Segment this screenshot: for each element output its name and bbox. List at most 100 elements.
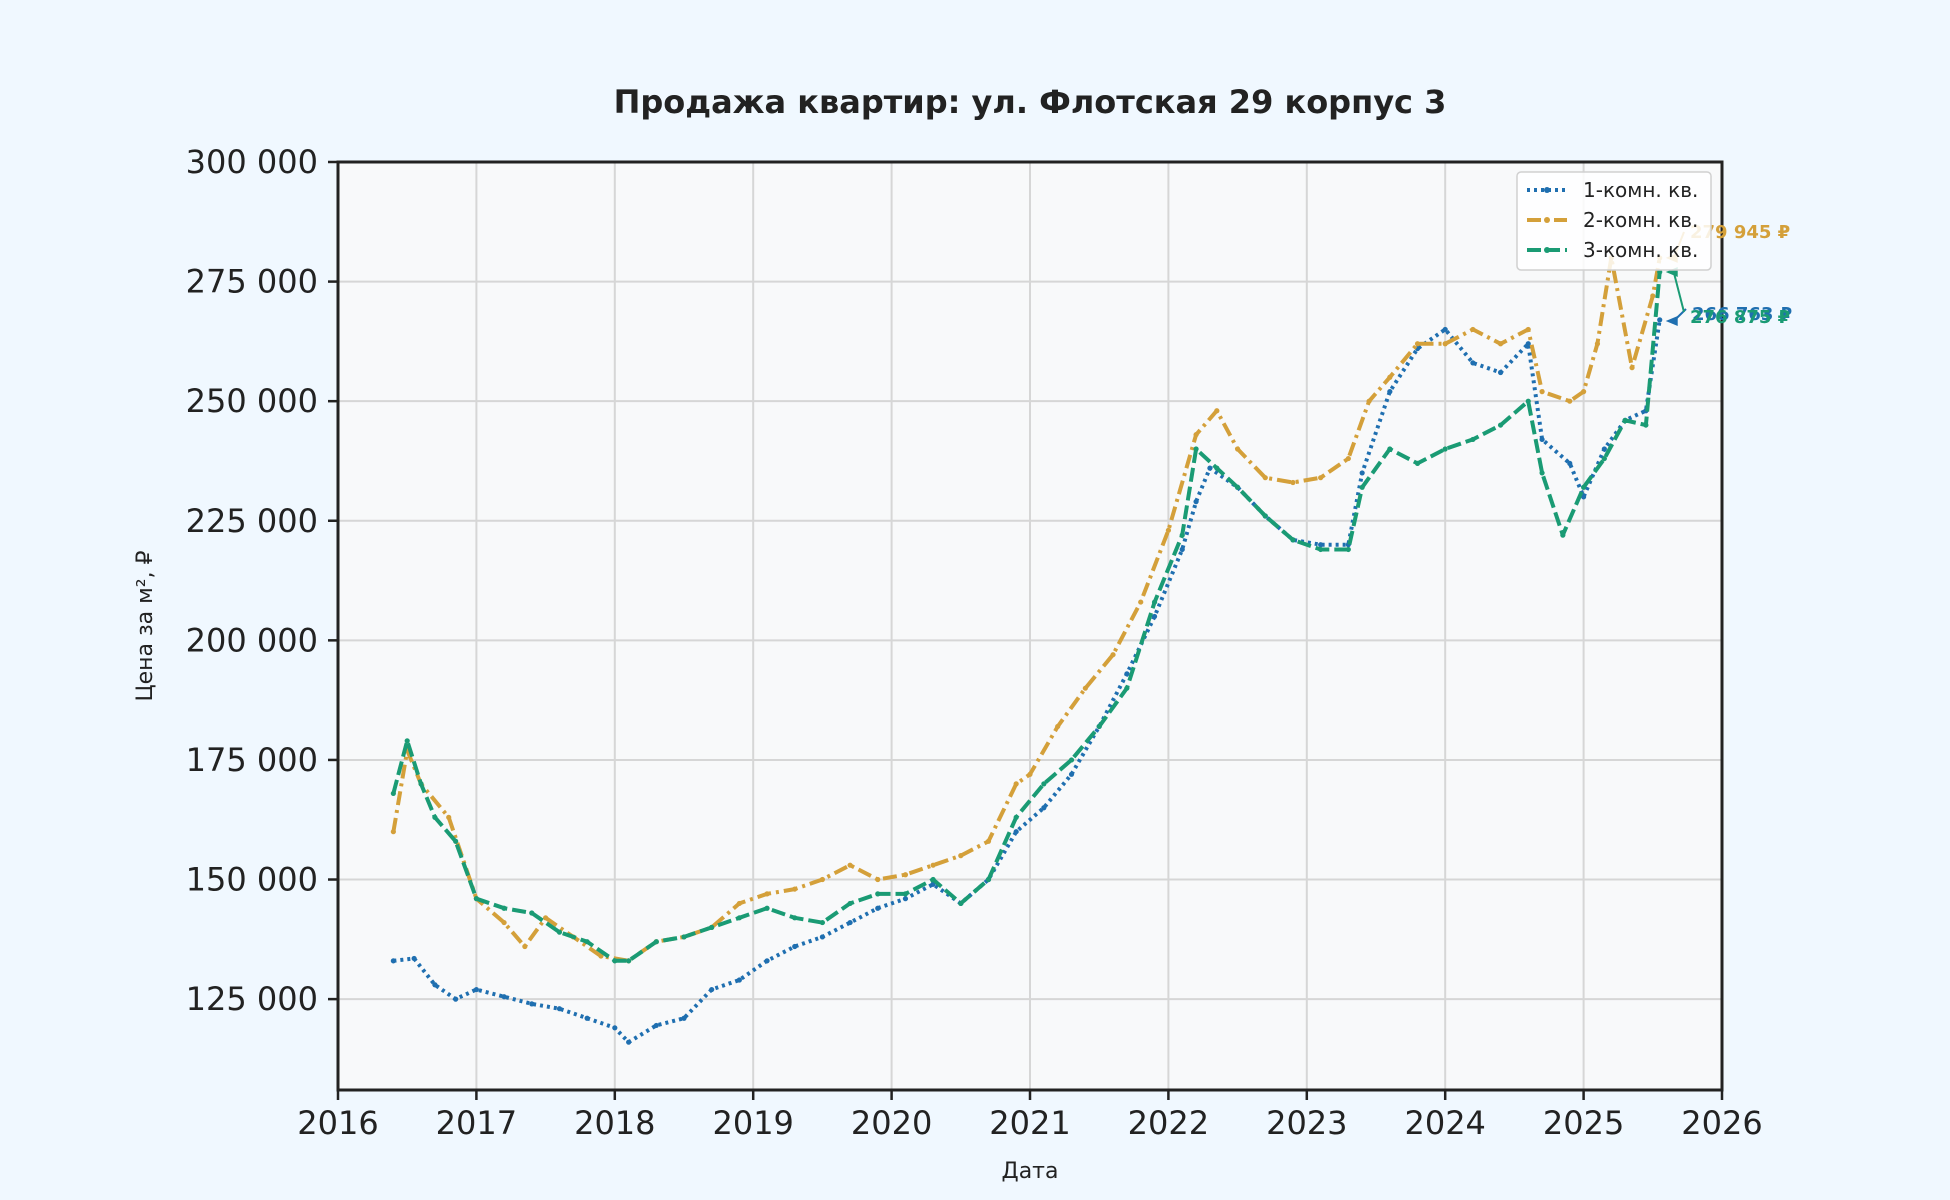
data-point <box>1387 389 1393 395</box>
x-tick-label: 2024 <box>1404 1104 1485 1142</box>
end-value-label: 276 875 ₽ <box>1690 307 1790 328</box>
data-point <box>556 1006 563 1012</box>
data-point <box>1601 455 1607 462</box>
data-point <box>501 919 507 926</box>
data-point <box>612 958 618 964</box>
legend-marker <box>1544 187 1550 193</box>
data-point <box>543 915 549 921</box>
data-point <box>875 891 881 897</box>
data-point <box>1318 475 1324 481</box>
data-point <box>584 939 590 945</box>
data-point <box>985 838 992 844</box>
data-point <box>1124 685 1130 691</box>
data-point <box>764 891 770 897</box>
data-point <box>1525 326 1531 333</box>
data-point <box>875 905 881 911</box>
data-point <box>1539 470 1545 476</box>
data-point <box>1414 460 1421 466</box>
data-point <box>1567 460 1573 466</box>
data-point <box>653 939 659 945</box>
data-point <box>875 876 881 883</box>
y-tick-label: 225 000 <box>186 502 318 540</box>
data-point <box>736 900 742 907</box>
data-point <box>1470 436 1476 443</box>
data-point <box>1055 723 1061 730</box>
legend: 1-комн. кв. 2-комн. кв. 3-комн. кв. <box>1516 171 1712 271</box>
axes: 2016 2017 2018 2019 2020 2021 2022 2023 2024 2025… <box>186 143 1763 1142</box>
data-point <box>930 862 936 868</box>
data-point <box>390 829 396 835</box>
legend-entry-label: 1-комн. кв. <box>1583 178 1698 202</box>
data-point <box>501 905 507 911</box>
data-point <box>1013 814 1019 820</box>
data-point <box>1497 422 1504 428</box>
data-point <box>1387 374 1393 380</box>
data-point <box>473 896 479 902</box>
data-point <box>473 986 479 993</box>
data-point <box>1041 805 1047 811</box>
data-point <box>1442 326 1448 333</box>
data-point <box>736 977 742 983</box>
data-point <box>1629 365 1635 371</box>
x-tick-label: 2016 <box>297 1104 378 1142</box>
data-point <box>902 872 909 878</box>
data-point <box>1366 398 1372 404</box>
data-point <box>1041 781 1047 787</box>
data-point <box>390 958 396 964</box>
data-point <box>792 915 798 921</box>
x-tick-label: 2023 <box>1266 1104 1347 1142</box>
legend-box <box>1516 171 1712 271</box>
data-point <box>736 915 742 921</box>
y-tick-label: 200 000 <box>186 621 318 659</box>
data-point <box>1214 465 1220 471</box>
data-point <box>598 953 604 959</box>
data-point <box>1581 484 1587 490</box>
y-tick-label: 175 000 <box>186 741 318 779</box>
end-label-arrow <box>1672 271 1685 313</box>
data-point <box>556 929 563 935</box>
data-point <box>1359 470 1365 476</box>
data-point <box>1539 389 1545 395</box>
data-point <box>847 919 853 926</box>
data-point <box>1318 542 1324 548</box>
data-point <box>1151 613 1158 620</box>
end-label-arrowhead <box>1665 315 1678 326</box>
y-tick-label: 250 000 <box>186 382 318 420</box>
data-point <box>626 958 632 964</box>
data-point <box>847 862 853 868</box>
data-point <box>1235 446 1241 452</box>
y-tick-label: 300 000 <box>186 143 318 181</box>
data-point <box>1560 532 1566 538</box>
x-tick-label: 2017 <box>436 1104 517 1142</box>
legend-marker <box>1544 217 1550 223</box>
legend-entry-label: 3-комн. кв. <box>1583 238 1698 262</box>
data-point <box>1262 475 1268 481</box>
data-point <box>1497 341 1504 347</box>
chart-title: Продажа квартир: ул. Флотская 29 корпус … <box>614 83 1447 121</box>
data-point <box>1013 781 1019 787</box>
data-point <box>1193 499 1199 505</box>
data-point <box>1643 422 1649 428</box>
data-point <box>1497 369 1504 376</box>
x-tick-label: 2018 <box>574 1104 655 1142</box>
data-point <box>453 996 459 1002</box>
data-point <box>1124 671 1130 677</box>
data-point <box>1525 341 1531 347</box>
data-point <box>709 924 715 930</box>
data-point <box>1581 494 1587 500</box>
data-point <box>1179 532 1185 538</box>
legend-entry-label: 2-комн. кв. <box>1583 208 1698 232</box>
data-point <box>1068 771 1075 777</box>
data-point <box>626 1039 632 1045</box>
data-point <box>1207 465 1213 471</box>
data-point <box>1318 546 1324 553</box>
x-tick-label: 2025 <box>1543 1104 1624 1142</box>
y-tick-label: 150 000 <box>186 861 318 899</box>
data-point <box>1359 484 1365 490</box>
data-point <box>958 853 964 859</box>
x-axis-label: Дата <box>1002 1159 1059 1184</box>
data-point <box>1013 829 1019 835</box>
x-tick-label: 2026 <box>1681 1104 1762 1142</box>
